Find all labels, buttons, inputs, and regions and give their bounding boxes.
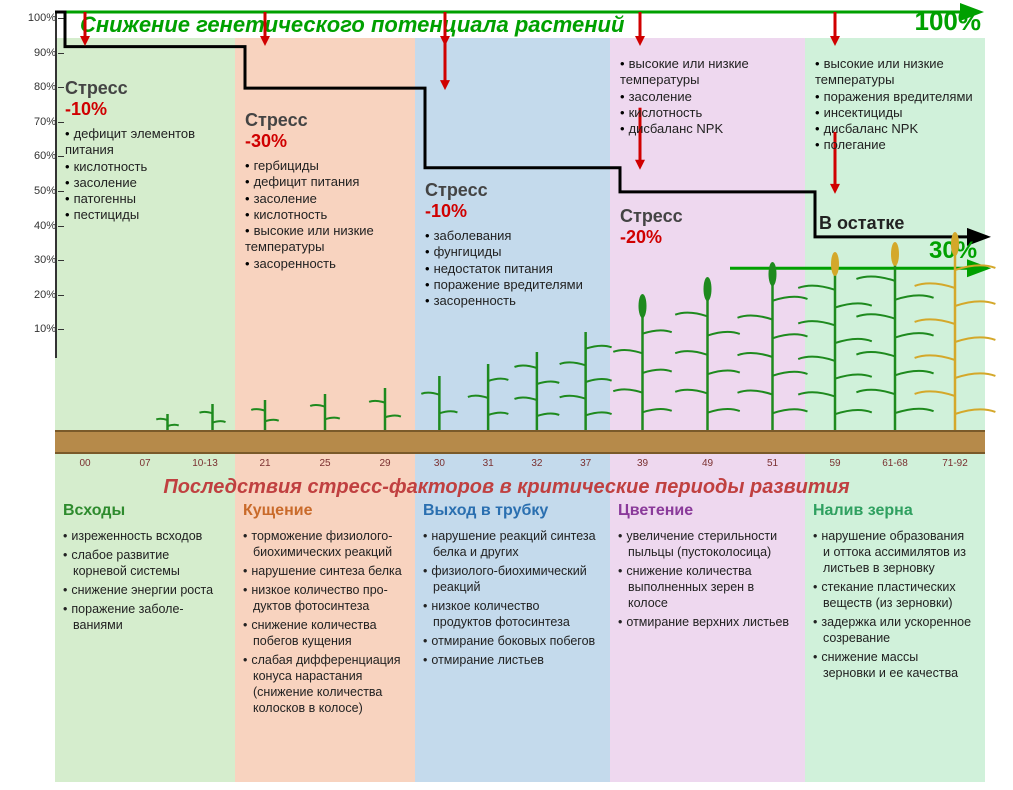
growth-code: 39 (637, 458, 648, 469)
growth-code: 61-68 (882, 458, 908, 469)
effect-item: низкое количество про­дуктов фотосинтеза (243, 582, 403, 614)
effect-item: стекание пластиче­ских веществ (из зерно… (813, 579, 973, 611)
effects-list-kushenie: торможение физиолого-биохимичес­ких реак… (243, 528, 413, 719)
effect-item: снижение энергии роста (63, 582, 223, 598)
growth-code: 07 (139, 458, 150, 469)
effect-item: увеличение стерильности пыльцы (пустокол… (618, 528, 793, 560)
effect-item: отмирание листьев (423, 652, 598, 668)
growth-code: 71-92 (942, 458, 968, 469)
effect-item: нарушение синтеза белка (243, 563, 403, 579)
growth-code: 29 (379, 458, 390, 469)
effect-item: физиолого-био­химический реакций (423, 563, 598, 595)
growth-code: 32 (531, 458, 542, 469)
effects-list-vskhody: изреженность всходов слабое развитие корн… (63, 528, 233, 636)
growth-code: 49 (702, 458, 713, 469)
effects-list-naliv: нарушение образова­ния и оттока ассими­л… (813, 528, 983, 684)
phase-name-tsvetenie: Цветение (618, 502, 693, 520)
growth-code: 51 (767, 458, 778, 469)
effect-item: слабая дифференциация конуса нарастания … (243, 652, 403, 716)
phase-name-vskhody: Всходы (63, 502, 125, 520)
effect-item: нарушение реакций синтеза белка и других (423, 528, 598, 560)
effect-item: снижение количества побегов кущения (243, 617, 403, 649)
effect-item: снижение массы зерновки и ее каче­ства (813, 649, 973, 681)
growth-code: 37 (580, 458, 591, 469)
effect-item: торможение физиолого-биохимичес­ких реак… (243, 528, 403, 560)
ground-band (55, 430, 985, 454)
growth-code: 25 (319, 458, 330, 469)
phase-name-trubka: Выход в трубку (423, 502, 548, 520)
growth-code: 00 (79, 458, 90, 469)
effect-item: изреженность всходов (63, 528, 223, 544)
effects-list-tsvetenie: увеличение стерильности пыльцы (пустокол… (618, 528, 803, 633)
growth-code: 31 (483, 458, 494, 469)
effects-title: Последствия стресс-факторов в критически… (0, 476, 1013, 499)
effect-item: снижение количе­ства выполненных зерен в… (618, 563, 793, 611)
phase-name-naliv: Налив зерна (813, 502, 913, 520)
growth-code: 21 (259, 458, 270, 469)
effect-item: слабое развитие корневой системы (63, 547, 223, 579)
effect-item: отмирание верхних листьев (618, 614, 793, 630)
plants-svg (0, 0, 1013, 470)
effect-item: поражение заболе­ваниями (63, 601, 223, 633)
effect-item: задержка или уско­ренное созревание (813, 614, 973, 646)
growth-code: 10-13 (192, 458, 218, 469)
effects-list-trubka: нарушение реакций синтеза белка и других… (423, 528, 608, 671)
effect-item: низкое количество продуктов фотосинтеза (423, 598, 598, 630)
growth-code: 30 (434, 458, 445, 469)
effect-item: отмирание боковых побегов (423, 633, 598, 649)
ground-codes: 00 07 10-13 21 25 29 30 31 32 37 39 49 51 59 61-68 71-9… (55, 458, 985, 472)
growth-code: 59 (829, 458, 840, 469)
effect-item: нарушение образова­ния и оттока ассими­л… (813, 528, 973, 576)
phase-name-kushenie: Кущение (243, 502, 312, 520)
